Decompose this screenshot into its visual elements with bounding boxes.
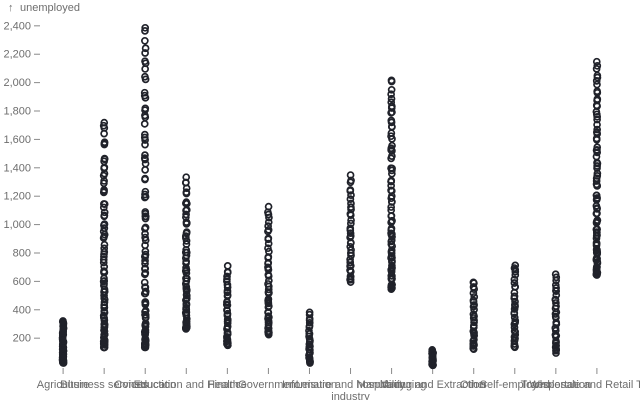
svg-text:unemployed: unemployed [20, 2, 80, 14]
svg-text:1,000: 1,000 [3, 219, 31, 231]
svg-text:2,400: 2,400 [3, 20, 31, 32]
svg-text:1,400: 1,400 [3, 162, 31, 174]
svg-text:1,200: 1,200 [3, 191, 31, 203]
svg-text:2,200: 2,200 [3, 49, 31, 61]
svg-text:2,000: 2,000 [3, 77, 31, 89]
svg-text:Wholesale and Retail Trade: Wholesale and Retail Trade [529, 379, 640, 391]
svg-text:400: 400 [13, 304, 31, 316]
svg-text:industry: industry [331, 391, 370, 400]
svg-text:600: 600 [13, 276, 31, 288]
svg-text:1,600: 1,600 [3, 134, 31, 146]
svg-text:800: 800 [13, 247, 31, 259]
svg-text:200: 200 [13, 333, 31, 345]
svg-text:↑: ↑ [8, 2, 14, 14]
svg-text:1,800: 1,800 [3, 106, 31, 118]
